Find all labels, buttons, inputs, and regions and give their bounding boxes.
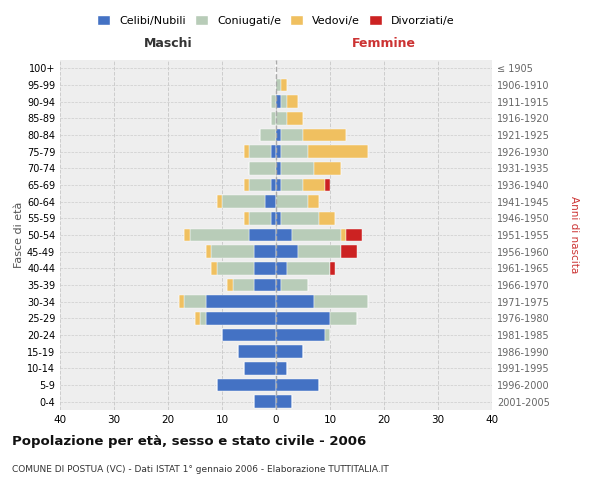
Bar [281, 96, 287, 108]
Bar [206, 246, 211, 258]
Bar [217, 262, 254, 274]
Bar [254, 279, 276, 291]
Bar [325, 329, 330, 341]
Bar [308, 196, 319, 208]
Bar [276, 79, 281, 92]
Bar [276, 262, 287, 274]
Bar [271, 96, 276, 108]
Text: COMUNE DI POSTUA (VC) - Dati ISTAT 1° gennaio 2006 - Elaborazione TUTTITALIA.IT: COMUNE DI POSTUA (VC) - Dati ISTAT 1° ge… [12, 465, 389, 474]
Text: Popolazione per età, sesso e stato civile - 2006: Popolazione per età, sesso e stato civil… [12, 435, 366, 448]
Bar [303, 129, 346, 141]
Bar [276, 179, 281, 192]
Bar [281, 129, 303, 141]
Bar [276, 279, 281, 291]
Bar [271, 146, 276, 158]
Bar [190, 229, 249, 241]
Bar [341, 246, 357, 258]
Bar [244, 146, 249, 158]
Bar [249, 146, 271, 158]
Bar [211, 246, 254, 258]
Text: Femmine: Femmine [352, 37, 416, 50]
Bar [281, 79, 287, 92]
Bar [254, 262, 276, 274]
Bar [276, 362, 287, 374]
Bar [281, 279, 308, 291]
Bar [281, 146, 308, 158]
Bar [222, 196, 265, 208]
Bar [254, 246, 276, 258]
Text: Maschi: Maschi [143, 37, 193, 50]
Bar [276, 229, 292, 241]
Bar [314, 296, 368, 308]
Bar [276, 196, 308, 208]
Bar [249, 212, 271, 224]
Bar [276, 329, 325, 341]
Bar [211, 262, 217, 274]
Bar [244, 212, 249, 224]
Bar [346, 229, 362, 241]
Bar [271, 179, 276, 192]
Bar [276, 346, 303, 358]
Bar [281, 212, 319, 224]
Bar [265, 196, 276, 208]
Bar [276, 129, 281, 141]
Bar [217, 379, 276, 391]
Bar [227, 279, 233, 291]
Bar [249, 162, 276, 174]
Bar [287, 262, 330, 274]
Bar [206, 312, 276, 324]
Bar [314, 162, 341, 174]
Bar [179, 296, 184, 308]
Bar [276, 379, 319, 391]
Bar [276, 96, 281, 108]
Bar [276, 162, 281, 174]
Bar [206, 296, 276, 308]
Bar [276, 396, 292, 408]
Bar [325, 179, 330, 192]
Bar [276, 212, 281, 224]
Y-axis label: Anni di nascita: Anni di nascita [569, 196, 579, 274]
Bar [341, 229, 346, 241]
Bar [222, 329, 276, 341]
Bar [287, 112, 303, 124]
Bar [244, 362, 276, 374]
Bar [254, 396, 276, 408]
Bar [184, 296, 206, 308]
Bar [276, 112, 287, 124]
Bar [244, 179, 249, 192]
Bar [330, 262, 335, 274]
Bar [276, 146, 281, 158]
Bar [281, 179, 303, 192]
Y-axis label: Fasce di età: Fasce di età [14, 202, 24, 268]
Bar [200, 312, 206, 324]
Bar [276, 312, 330, 324]
Bar [281, 162, 314, 174]
Bar [287, 96, 298, 108]
Bar [233, 279, 254, 291]
Bar [271, 212, 276, 224]
Bar [276, 246, 298, 258]
Bar [330, 312, 357, 324]
Bar [319, 212, 335, 224]
Bar [303, 179, 325, 192]
Bar [249, 229, 276, 241]
Bar [249, 179, 271, 192]
Bar [217, 196, 222, 208]
Bar [195, 312, 200, 324]
Bar [276, 296, 314, 308]
Bar [308, 146, 368, 158]
Bar [260, 129, 276, 141]
Bar [238, 346, 276, 358]
Bar [271, 112, 276, 124]
Bar [184, 229, 190, 241]
Legend: Celibi/Nubili, Coniugati/e, Vedovi/e, Divorziati/e: Celibi/Nubili, Coniugati/e, Vedovi/e, Di… [93, 10, 459, 30]
Bar [298, 246, 341, 258]
Bar [292, 229, 341, 241]
